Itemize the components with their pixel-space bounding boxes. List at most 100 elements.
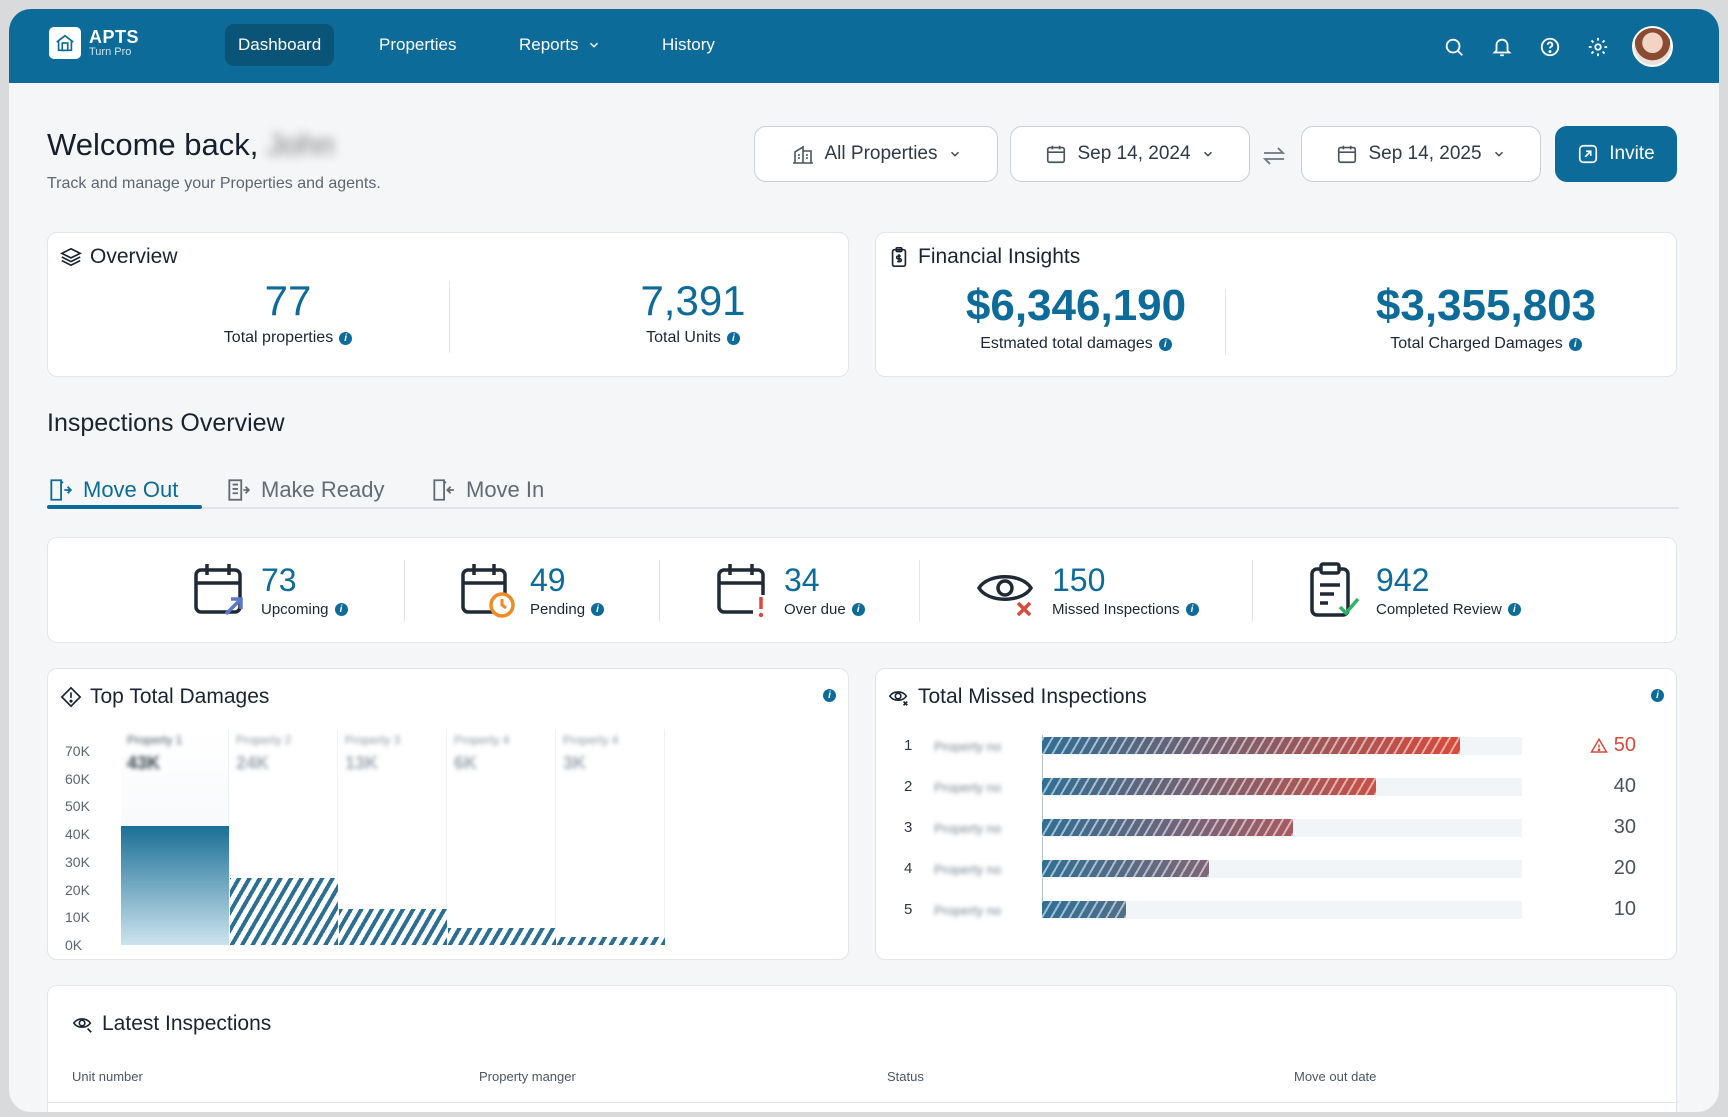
nav-dashboard[interactable]: Dashboard <box>225 24 335 66</box>
date-from-label: Sep 14, 2024 <box>1077 143 1191 164</box>
brand-logo[interactable]: APTS Turn Pro <box>49 27 139 59</box>
page-subtitle: Track and manage your Properties and age… <box>47 175 381 192</box>
nav-properties[interactable]: Properties <box>366 24 469 66</box>
missed-value-label: 20 <box>1613 857 1636 879</box>
pending-value: 49 <box>530 561 566 598</box>
info-icon[interactable]: i <box>1507 602 1521 616</box>
financial-title-text: Financial Insights <box>918 245 1081 268</box>
property-name-label: Property no <box>934 821 1002 836</box>
missed-bar[interactable] <box>1042 737 1460 754</box>
info-icon[interactable]: i <box>1568 337 1582 351</box>
missed-bar[interactable] <box>1042 901 1126 918</box>
swap-arrows-icon[interactable] <box>1261 145 1287 172</box>
damage-bar[interactable] <box>557 936 665 945</box>
missed-bar[interactable] <box>1042 819 1293 836</box>
completed-review-stat[interactable]: 942 Completed Review i <box>1308 561 1521 619</box>
missed-bar[interactable] <box>1042 778 1377 795</box>
tab-move-out[interactable]: Move Out <box>47 477 178 503</box>
building-icon <box>792 145 813 164</box>
completed-value: 942 <box>1376 561 1430 598</box>
date-to-picker[interactable]: Sep 14, 2025 <box>1301 126 1541 182</box>
nav-properties-label: Properties <box>379 35 457 54</box>
bar-category-label: Property 4 <box>454 733 510 747</box>
damage-bar[interactable] <box>448 928 556 945</box>
overdue-value: 34 <box>784 561 820 598</box>
bar-column[interactable] <box>448 729 556 945</box>
chevron-down-icon <box>1494 151 1503 157</box>
tab-make-ready[interactable]: Make Ready <box>225 477 385 503</box>
info-icon[interactable]: i <box>1185 602 1199 616</box>
property-filter-label: All Properties <box>824 143 938 164</box>
missed-value-label: 10 <box>1613 898 1636 920</box>
nav-reports[interactable]: Reports <box>506 24 614 66</box>
damage-bar[interactable] <box>339 908 447 945</box>
overview-title-text: Overview <box>90 245 178 268</box>
info-icon[interactable]: i <box>851 602 865 616</box>
missed-inspections-card: Total Missed Inspections i 1 Property no 5… <box>875 668 1677 960</box>
latest-inspections-card: Latest Inspections <box>47 985 1678 1112</box>
bar-category-label: Property 2 <box>236 733 292 747</box>
page-title: Welcome back, John <box>47 127 334 163</box>
y-tick-label: 50K <box>65 798 90 815</box>
calendar-alert-icon <box>717 564 769 618</box>
column-header-move-out-date[interactable]: Move out date <box>1294 1069 1377 1084</box>
missed-inspections-title-text: Total Missed Inspections <box>918 685 1147 708</box>
missed-value-label: 50 <box>1589 734 1636 757</box>
nav-history[interactable]: History <box>649 24 728 66</box>
bar-column[interactable] <box>557 729 665 945</box>
top-damages-card: Top Total Damages i 70K 60K 50K 40K 30K 20K 10… <box>47 668 849 960</box>
help-icon[interactable] <box>1536 33 1564 61</box>
clipboard-dollar-icon <box>891 247 907 267</box>
date-from-picker[interactable]: Sep 14, 2024 <box>1010 126 1250 182</box>
clipboard-check-icon <box>1310 562 1360 617</box>
pending-stat[interactable]: 49 Pending i <box>460 561 605 619</box>
damage-bar[interactable] <box>121 825 229 945</box>
property-name-label: Property no <box>934 780 1002 795</box>
info-icon[interactable]: i <box>591 602 605 616</box>
rank-label: 4 <box>904 860 913 877</box>
bar-column[interactable] <box>339 729 447 945</box>
overdue-stat[interactable]: 34 Over due i <box>716 561 865 619</box>
total-properties-value: 77 <box>264 277 312 324</box>
info-icon[interactable]: i <box>334 602 348 616</box>
missed-value-text: 50 <box>1613 734 1636 756</box>
column-header-unit-number[interactable]: Unit number <box>72 1069 143 1084</box>
gear-icon[interactable] <box>1584 33 1612 61</box>
info-icon[interactable]: i <box>726 331 740 345</box>
upcoming-stat[interactable]: 73 Upcoming i <box>193 561 348 619</box>
total-units-label: Total Units <box>646 329 721 346</box>
missed-inspections-stat[interactable]: 150 Missed Inspections i <box>976 561 1199 619</box>
search-icon[interactable] <box>1440 33 1468 61</box>
total-units-stat: 7,391 Total Units i <box>563 277 823 347</box>
calendar-upcoming-icon <box>194 564 243 616</box>
avatar[interactable] <box>1632 26 1673 67</box>
bar-value-label: 6K <box>454 753 478 773</box>
chevron-down-icon <box>1203 151 1212 157</box>
eye-missed-icon <box>976 575 1034 617</box>
damage-bar[interactable] <box>230 878 338 945</box>
total-properties-label: Total properties <box>223 329 334 346</box>
overview-card: Overview 77 Total properties i 7,391 Tota… <box>47 232 849 377</box>
tab-move-in[interactable]: Move In <box>430 477 544 503</box>
date-to-label: Sep 14, 2025 <box>1368 143 1482 164</box>
door-exit-icon <box>50 479 73 501</box>
bell-icon[interactable] <box>1488 33 1516 61</box>
eye-search-icon <box>888 691 908 706</box>
info-icon[interactable]: i <box>1651 689 1664 702</box>
overdue-label: Over due <box>784 600 846 618</box>
invite-label: Invite <box>1609 143 1655 164</box>
info-icon[interactable]: i <box>823 689 836 702</box>
y-tick-label: 10K <box>65 909 90 926</box>
info-icon[interactable]: i <box>1158 337 1172 351</box>
estimated-damages-stat: $6,346,190 Estmated total damages i <box>896 281 1256 353</box>
column-header-property-manager[interactable]: Property manger <box>479 1069 576 1084</box>
info-icon[interactable]: i <box>339 331 353 345</box>
rank-label: 2 <box>904 778 913 795</box>
missed-bar[interactable] <box>1042 860 1210 877</box>
invite-button[interactable]: Invite <box>1555 126 1677 182</box>
bar-column[interactable] <box>230 729 338 945</box>
column-header-status[interactable]: Status <box>887 1069 924 1084</box>
property-filter-dropdown[interactable]: All Properties <box>754 126 998 182</box>
warning-icon <box>1589 737 1608 753</box>
y-tick-label: 30K <box>65 853 90 870</box>
